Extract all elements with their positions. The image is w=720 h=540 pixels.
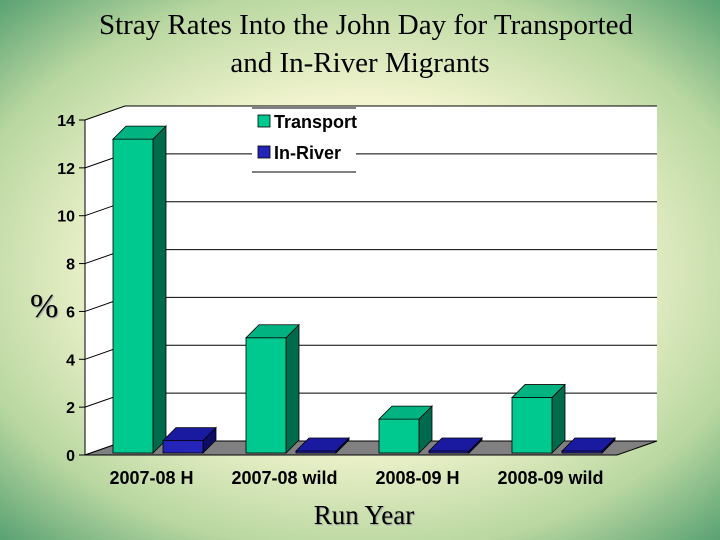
legend-swatch xyxy=(257,145,271,159)
bar-top xyxy=(295,437,350,452)
y-tick-label: 8 xyxy=(66,257,75,274)
y-tick-label: 12 xyxy=(57,161,75,178)
gridline xyxy=(84,105,657,121)
legend-label: Transport xyxy=(274,112,357,132)
bar-front xyxy=(162,440,204,454)
bar-front xyxy=(511,397,553,454)
y-tick-label: 2 xyxy=(66,400,75,417)
x-tick-label: 2008-09 H xyxy=(375,468,459,488)
bar-in-river-2 xyxy=(295,437,350,454)
x-tick-label: 2007-08 H xyxy=(109,468,193,488)
bar-top xyxy=(162,427,217,442)
legend-swatch xyxy=(257,114,271,128)
x-tick-label: 2008-09 wild xyxy=(497,468,603,488)
y-tick-label: 0 xyxy=(66,448,75,465)
chart-title-line1: Stray Rates Into the John Day for Transp… xyxy=(98,9,634,41)
bar-transport-3 xyxy=(378,405,433,454)
bar-top xyxy=(378,405,433,420)
bar-top xyxy=(561,437,616,452)
bar-top xyxy=(245,324,300,339)
y-tick-label: 6 xyxy=(66,304,75,321)
bar-transport-4 xyxy=(511,383,566,454)
y-tick-label: 14 xyxy=(57,113,75,130)
bar-transport-1 xyxy=(112,125,167,454)
bar-in-river-1 xyxy=(162,426,217,454)
x-axis-label: Run Year xyxy=(313,500,415,530)
chart-title: Stray Rates Into the John Day for Transp… xyxy=(0,6,720,82)
bar-top xyxy=(112,125,167,140)
bar-top xyxy=(428,437,483,452)
y-tick-label: 4 xyxy=(66,352,75,369)
bar-front xyxy=(378,418,420,454)
y-tick-label: 10 xyxy=(57,209,75,226)
bar-front xyxy=(112,138,154,454)
bar-side xyxy=(152,125,167,454)
bar-top xyxy=(511,384,566,398)
bar-front xyxy=(245,337,287,454)
legend-label: In-River xyxy=(274,143,341,163)
x-tick-label: 2007-08 wild xyxy=(231,468,337,488)
bar-transport-2 xyxy=(245,323,300,454)
chart-back-wall xyxy=(125,106,657,441)
bar-in-river-4 xyxy=(561,437,616,454)
y-axis-label: % xyxy=(30,288,59,325)
chart-title-line2: and In-River Migrants xyxy=(230,47,490,79)
bar-in-river-3 xyxy=(428,437,483,454)
bar-side xyxy=(285,323,300,454)
